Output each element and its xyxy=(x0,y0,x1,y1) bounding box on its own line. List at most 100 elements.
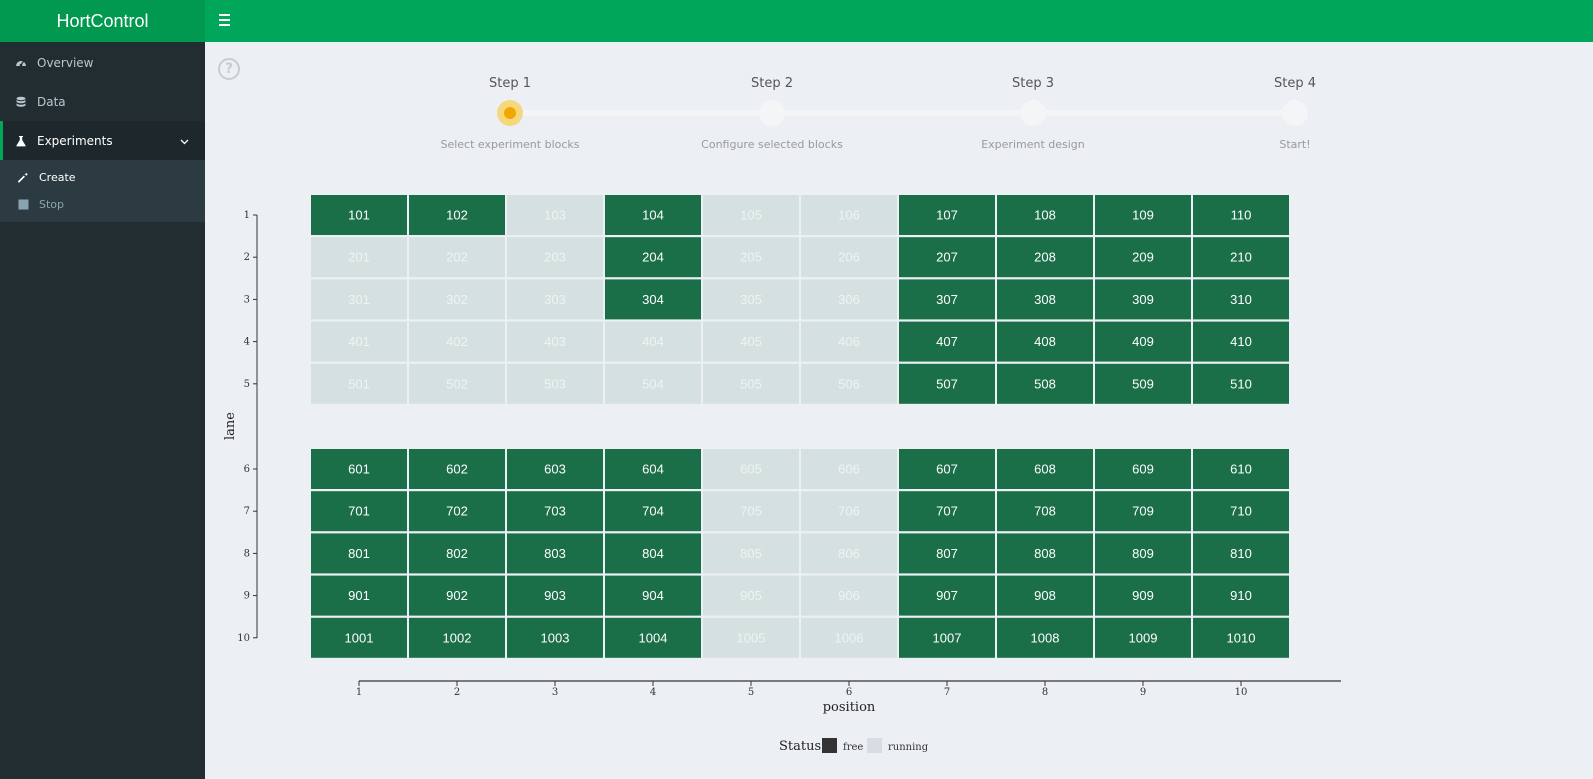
block-tile[interactable] xyxy=(605,449,701,489)
block-tile[interactable] xyxy=(899,321,995,362)
block-tile[interactable] xyxy=(899,533,995,574)
block-tile[interactable] xyxy=(1095,575,1191,616)
block-tile[interactable] xyxy=(801,195,897,235)
block-tile[interactable] xyxy=(801,321,897,362)
block-tile[interactable] xyxy=(801,449,897,489)
block-tile[interactable] xyxy=(507,279,603,320)
block-tile[interactable] xyxy=(1193,195,1289,235)
block-tile[interactable] xyxy=(507,237,603,278)
block-tile[interactable] xyxy=(409,237,505,278)
block-tile[interactable] xyxy=(1193,449,1289,489)
block-tile[interactable] xyxy=(311,279,407,320)
block-tile[interactable] xyxy=(899,363,995,404)
step-4-dot[interactable] xyxy=(1282,100,1308,126)
block-tile[interactable] xyxy=(507,533,603,574)
block-tile[interactable] xyxy=(1095,617,1191,658)
block-tile[interactable] xyxy=(899,279,995,320)
block-tile[interactable] xyxy=(409,617,505,658)
block-tile[interactable] xyxy=(507,321,603,362)
block-tile[interactable] xyxy=(409,533,505,574)
block-tile[interactable] xyxy=(605,363,701,404)
block-tile[interactable] xyxy=(997,363,1093,404)
block-tile[interactable] xyxy=(311,617,407,658)
block-tile[interactable] xyxy=(311,321,407,362)
block-tile[interactable] xyxy=(1095,321,1191,362)
block-tile[interactable] xyxy=(1095,237,1191,278)
block-tile[interactable] xyxy=(1193,363,1289,404)
block-tile[interactable] xyxy=(409,449,505,489)
block-tile[interactable] xyxy=(703,533,799,574)
sidebar-item-experiments[interactable]: Experiments xyxy=(0,121,205,160)
block-tile[interactable] xyxy=(997,279,1093,320)
block-tile[interactable] xyxy=(703,617,799,658)
block-tile[interactable] xyxy=(605,195,701,235)
block-tile[interactable] xyxy=(311,195,407,235)
block-tile[interactable] xyxy=(703,237,799,278)
block-tile[interactable] xyxy=(997,575,1093,616)
block-tile[interactable] xyxy=(409,363,505,404)
block-tile[interactable] xyxy=(605,533,701,574)
block-tile[interactable] xyxy=(703,575,799,616)
block-tile[interactable] xyxy=(703,321,799,362)
block-tile[interactable] xyxy=(507,195,603,235)
block-tile[interactable] xyxy=(409,195,505,235)
block-tile[interactable] xyxy=(409,575,505,616)
sidebar-item-overview[interactable]: Overview xyxy=(0,43,205,82)
block-tile[interactable] xyxy=(997,449,1093,489)
block-tile[interactable] xyxy=(311,533,407,574)
block-tile[interactable] xyxy=(409,491,505,532)
step-2-dot[interactable] xyxy=(759,100,785,126)
block-tile[interactable] xyxy=(997,195,1093,235)
step-1-dot[interactable] xyxy=(497,100,523,126)
block-tile[interactable] xyxy=(899,449,995,489)
block-tile[interactable] xyxy=(507,363,603,404)
block-tile[interactable] xyxy=(1095,449,1191,489)
block-tile[interactable] xyxy=(703,363,799,404)
block-tile[interactable] xyxy=(1193,237,1289,278)
block-tile[interactable] xyxy=(1193,575,1289,616)
block-tile[interactable] xyxy=(409,321,505,362)
block-tile[interactable] xyxy=(1193,617,1289,658)
block-tile[interactable] xyxy=(703,449,799,489)
sidebar-toggle-icon[interactable] xyxy=(219,14,230,26)
submenu-item-stop[interactable]: Stop xyxy=(0,191,205,218)
block-tile[interactable] xyxy=(311,575,407,616)
sidebar-item-data[interactable]: Data xyxy=(0,82,205,121)
block-tile[interactable] xyxy=(1095,279,1191,320)
block-tile[interactable] xyxy=(801,491,897,532)
block-tile[interactable] xyxy=(899,491,995,532)
block-tile[interactable] xyxy=(507,617,603,658)
block-tile[interactable] xyxy=(801,363,897,404)
block-tile[interactable] xyxy=(1193,279,1289,320)
block-tile[interactable] xyxy=(311,449,407,489)
block-tile[interactable] xyxy=(997,321,1093,362)
block-tile[interactable] xyxy=(507,491,603,532)
block-tile[interactable] xyxy=(801,533,897,574)
block-tile[interactable] xyxy=(899,195,995,235)
block-tile[interactable] xyxy=(311,491,407,532)
block-tile[interactable] xyxy=(801,617,897,658)
block-tile[interactable] xyxy=(703,279,799,320)
block-tile[interactable] xyxy=(1095,533,1191,574)
step-3-dot[interactable] xyxy=(1020,100,1046,126)
block-tile[interactable] xyxy=(703,195,799,235)
block-tile[interactable] xyxy=(409,279,505,320)
block-tile[interactable] xyxy=(997,491,1093,532)
block-tile[interactable] xyxy=(801,575,897,616)
block-tile[interactable] xyxy=(1095,491,1191,532)
block-tile[interactable] xyxy=(899,617,995,658)
block-tile[interactable] xyxy=(605,617,701,658)
submenu-item-create[interactable]: Create xyxy=(0,164,205,191)
block-tile[interactable] xyxy=(605,321,701,362)
block-tile[interactable] xyxy=(605,491,701,532)
block-tile[interactable] xyxy=(507,449,603,489)
block-tile[interactable] xyxy=(1095,363,1191,404)
block-tile[interactable] xyxy=(311,363,407,404)
block-tile[interactable] xyxy=(1095,195,1191,235)
help-icon[interactable]: ? xyxy=(218,58,240,80)
app-logo[interactable]: HortControl xyxy=(0,0,205,42)
block-tile[interactable] xyxy=(997,533,1093,574)
block-tile[interactable] xyxy=(997,617,1093,658)
block-tile[interactable] xyxy=(1193,533,1289,574)
block-tile[interactable] xyxy=(997,237,1093,278)
